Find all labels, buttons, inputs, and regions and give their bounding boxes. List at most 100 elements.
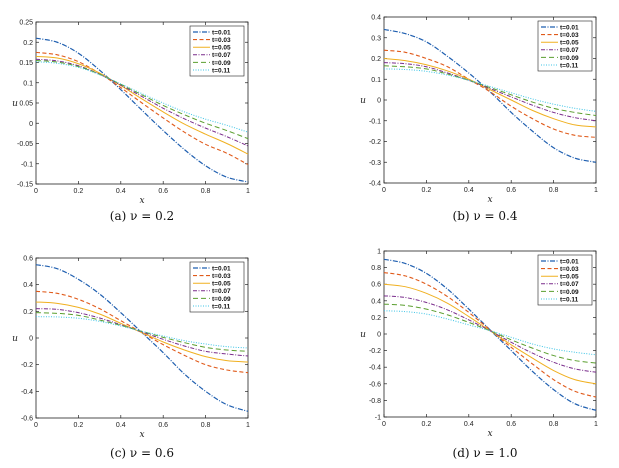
x-tick-label: 0.2 [422,187,432,194]
x-tick-label: 0.2 [422,421,432,428]
legend-label: t=0.11 [560,296,579,303]
y-tick-label: -0.4 [369,365,381,372]
legend: t=0.01t=0.03t=0.05t=0.07t=0.09t=0.11 [189,261,245,313]
y-tick-label: -0.2 [369,139,381,146]
legend-label: t=0.07 [560,281,579,288]
y-tick-label: 0.6 [23,256,33,263]
series-line-t=0.09 [35,312,249,352]
y-tick-label: 0.8 [371,265,381,272]
series-line-t=0.11 [383,310,597,356]
series-line-t=0.09 [383,65,597,117]
y-axis-label: u [360,96,366,106]
y-tick-label: 0.1 [371,77,381,84]
subfigure-caption: (d) ν = 1.0 [453,446,518,460]
legend-label: t=0.09 [560,289,579,296]
legend-box [189,261,245,313]
series-line-t=0.07 [35,308,249,357]
legend-label: t=0.05 [560,274,579,281]
x-tick-label: 0.4 [464,421,474,428]
x-tick-label: 0 [382,421,386,428]
x-tick-label: 0.2 [74,188,84,195]
chart-panel-3: 0 0.2 0.4 0.6 0.8 1 -0.6 -0.4 -0.2 0 0.2 0.4 0.6 x u t=… [12,256,250,461]
y-tick-label: 0 [377,98,381,105]
legend: t=0.01t=0.03t=0.05t=0.07t=0.09t=0.11 [537,20,593,72]
legend-label: t=0.07 [212,288,231,295]
subfigure-caption: (b) ν = 0.4 [453,209,518,223]
legend-label: t=0.01 [212,265,231,272]
series-line-t=0.07 [35,58,249,147]
x-tick-label: 0.8 [549,421,559,428]
x-tick-label: 1 [594,187,598,194]
x-tick-label: 0.6 [158,188,168,195]
legend-label: t=0.11 [212,67,231,74]
legend-label: t=0.01 [212,29,231,36]
x-tick-label: 0 [34,422,38,429]
series-line-t=0.05 [383,58,597,128]
x-tick-label: 0 [382,187,386,194]
y-axis-label: u [12,99,18,109]
y-tick-label: -0.15 [17,182,33,189]
y-tick-label: 0.2 [23,40,33,47]
y-tick-label: 0.05 [19,101,33,108]
legend-label: t=0.11 [212,303,231,310]
legend-box [189,25,245,77]
legend-label: t=0.11 [560,62,579,69]
chart-panel-2: 0 0.2 0.4 0.6 0.8 1 -0.4 -0.3 -0.2 -0.1 0 0.1 0.2 0.3… [360,15,598,224]
legend-label: t=0.01 [560,258,579,265]
x-tick-label: 0.8 [549,187,559,194]
y-tick-label: 0 [377,332,381,339]
y-tick-label: -0.1 [21,161,33,168]
x-axis-label: x [139,196,144,206]
x-tick-label: 1 [246,188,250,195]
y-tick-label: -0.2 [369,348,381,355]
x-tick-label: 0.6 [506,421,516,428]
series-line-t=0.01 [383,258,597,411]
y-tick-label: -0.6 [21,416,33,423]
y-tick-label: 1 [377,249,381,256]
legend-label: t=0.07 [212,52,231,59]
series-line-t=0.01 [383,28,597,163]
subfigure-caption: (c) ν = 0.6 [110,446,174,460]
y-tick-label: -0.3 [369,160,381,167]
y-tick-label: 0.1 [23,80,33,87]
x-tick-label: 1 [594,421,598,428]
legend-label: t=0.09 [212,60,231,67]
legend-box [537,20,593,72]
x-axis-label: x [139,430,144,440]
series-line-t=0.07 [383,62,597,122]
x-tick-label: 0 [34,188,38,195]
x-tick-label: 0.2 [74,422,84,429]
y-tick-label: -0.4 [21,389,33,396]
x-tick-label: 0.4 [464,187,474,194]
chart-panel-4: 0 0.2 0.4 0.6 0.8 1 -1 -0.8 -0.6 -0.4 -0.2 0 0.2 0.4 0… [360,249,598,461]
legend-label: t=0.05 [560,40,579,47]
y-tick-label: 0.6 [371,282,381,289]
legend-label: t=0.09 [212,296,231,303]
x-tick-label: 0.6 [158,422,168,429]
y-tick-label: 0.15 [19,60,33,67]
legend-label: t=0.03 [560,32,579,39]
legend-label: t=0.03 [212,37,231,44]
x-axis-label: x [487,195,492,205]
legend-label: t=0.03 [560,266,579,273]
y-tick-label: 0.4 [23,282,33,289]
y-tick-label: 0.4 [371,15,381,22]
y-tick-label: -0.1 [369,118,381,125]
y-tick-label: -0.2 [21,362,33,369]
series-line-t=0.05 [35,301,249,363]
series-line-t=0.09 [383,303,597,364]
series-line-t=0.01 [35,37,249,183]
series-line-t=0.11 [383,68,597,112]
legend-box [537,254,593,306]
legend-label: t=0.01 [560,24,579,31]
series-line-t=0.03 [35,51,249,166]
series-line-t=0.03 [383,49,597,138]
series-line-t=0.05 [35,55,249,155]
x-axis-label: x [487,429,492,439]
series-line-t=0.03 [383,272,597,398]
y-tick-label: 0 [29,336,33,343]
legend-label: t=0.09 [560,55,579,62]
subfigure-caption: (a) ν = 0.2 [110,209,174,223]
legend: t=0.01t=0.03t=0.05t=0.07t=0.09t=0.11 [537,254,593,306]
legend-label: t=0.05 [212,45,231,52]
